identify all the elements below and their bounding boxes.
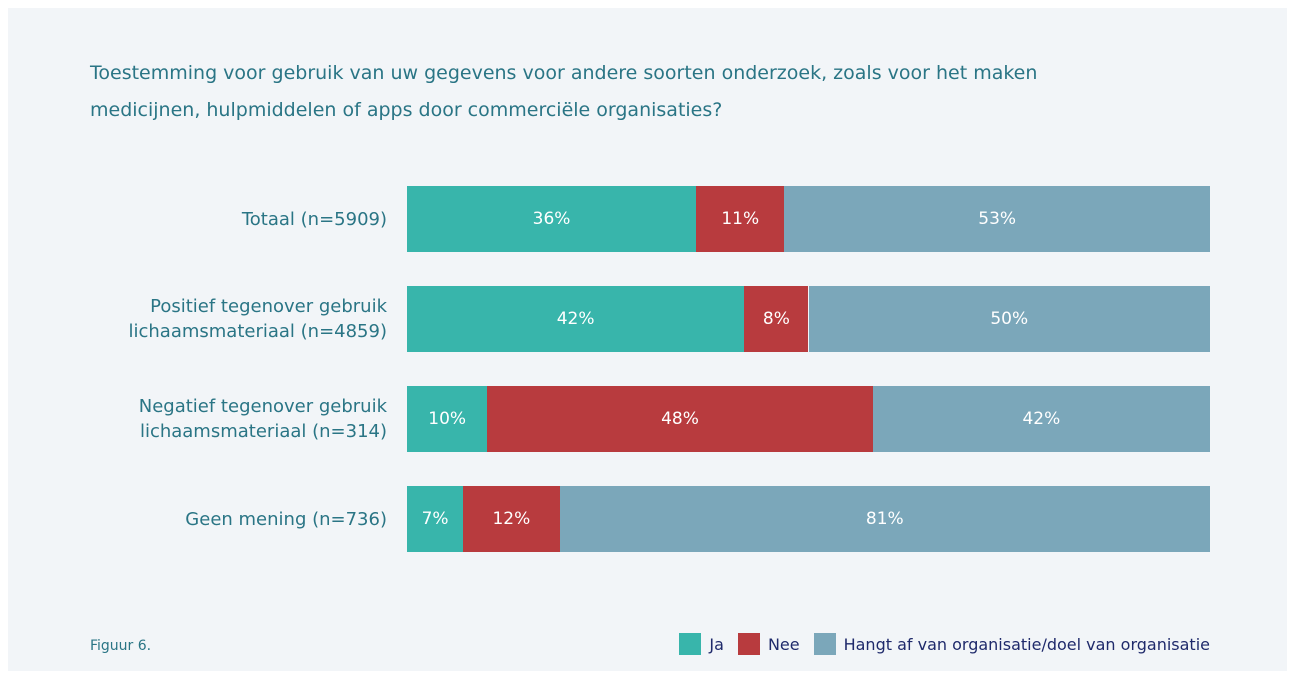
legend-label: Hangt af van organisatie/doel van organi… bbox=[843, 634, 1210, 654]
value-label: 12% bbox=[492, 509, 531, 529]
bar-segment: 48% bbox=[487, 386, 873, 452]
bar-segment: 11% bbox=[696, 186, 785, 252]
bar-segment: 7% bbox=[407, 486, 464, 552]
legend: Ja Nee Hangt af van organisatie/doel van o… bbox=[679, 633, 1210, 655]
category-label: Totaal (n=5909) bbox=[241, 208, 387, 230]
chart-title: medicijnen, hulpmiddelen of apps door co… bbox=[90, 99, 723, 121]
value-label: 42% bbox=[1022, 409, 1061, 429]
value-label: 42% bbox=[556, 309, 595, 329]
bar-segment: 36% bbox=[407, 186, 697, 252]
bar-segment: 50% bbox=[808, 286, 1210, 352]
value-label: 8% bbox=[762, 309, 790, 329]
bar-segment: 10% bbox=[407, 386, 488, 452]
bar-segment: 53% bbox=[784, 186, 1210, 252]
legend-swatch bbox=[679, 633, 702, 655]
value-label: 7% bbox=[421, 509, 449, 529]
category-label: Positief tegenover gebruik lichaamsmater… bbox=[128, 296, 387, 342]
value-label: 50% bbox=[990, 309, 1029, 329]
legend-label: Nee bbox=[767, 634, 800, 654]
value-label: 53% bbox=[978, 209, 1017, 229]
value-label: 48% bbox=[661, 409, 699, 429]
chart-title: Toestemming voor gebruik van uw gegevens… bbox=[90, 62, 1038, 84]
legend-swatch bbox=[813, 633, 836, 655]
bar-segment: 42% bbox=[407, 286, 745, 352]
legend-label: Ja bbox=[709, 634, 724, 654]
value-label: 81% bbox=[865, 509, 904, 529]
value-label: 11% bbox=[721, 209, 760, 229]
category-label: Negatief tegenover gebruik lichaamsmater… bbox=[138, 396, 387, 442]
value-label: 36% bbox=[532, 209, 571, 229]
legend-swatch bbox=[737, 633, 760, 655]
value-label: 10% bbox=[428, 409, 467, 429]
bar-segment: 42% bbox=[872, 386, 1210, 452]
bar-segment: 81% bbox=[559, 486, 1210, 552]
category-label: Geen mening (n=736) bbox=[185, 508, 387, 530]
bar-segment: 8% bbox=[744, 286, 809, 352]
bar-segment: 12% bbox=[463, 486, 560, 552]
caption: Figuur 6. bbox=[90, 638, 152, 654]
